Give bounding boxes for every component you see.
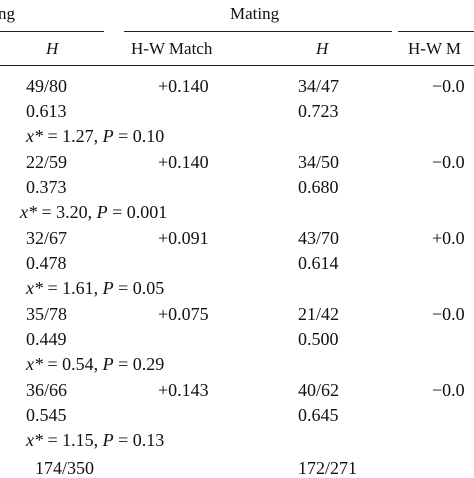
cell-h-decimal-1: 0.613 [26,101,67,121]
cell-hw-match-2: +0.0 [432,228,465,248]
total-h-1: 174/350 [35,458,95,478]
cell-h-fraction-1: 22/59 [26,152,68,172]
cell-h-fraction-1: 35/78 [26,304,68,324]
p-value: = 0.10 [113,126,165,146]
chi-symbol: x* [20,202,37,222]
cell-h-decimal-1: 0.478 [26,253,67,273]
header-group-title: Mating [230,4,280,23]
chi-symbol: x* [26,430,43,450]
cell-h-decimal-2: 0.500 [298,329,339,349]
col-header-h-2: H [316,39,329,58]
chi-value: = 3.20, [37,202,97,222]
cell-h-fraction-2: 43/70 [298,228,340,248]
chi-symbol: x* [26,354,43,374]
cell-h-decimal-1: 0.449 [26,329,67,349]
p-symbol: P [102,278,114,298]
cell-hw-match-1: +0.143 [158,380,209,400]
cell-test-statistic: x* = 1.15, P = 0.13 [26,431,164,449]
col-header-hw-match-1: H-W Match [131,39,213,58]
chi-value: = 1.61, [43,278,103,298]
p-value: = 0.29 [113,354,165,374]
cell-h-decimal-2: 0.680 [298,177,339,197]
col-header-h-1: H [46,39,59,58]
cell-hw-match-1: +0.140 [158,152,209,172]
p-symbol: P [96,202,108,222]
cell-hw-match-2: −0.0 [432,76,465,96]
cell-h-decimal-1: 0.373 [26,177,67,197]
cell-h-decimal-1: 0.545 [26,405,67,425]
cell-hw-match-2: −0.0 [432,152,465,172]
p-value: = 0.05 [113,278,165,298]
cell-hw-match-1: +0.140 [158,76,209,96]
cell-test-statistic: x* = 3.20, P = 0.001 [20,203,167,221]
chi-symbol: x* [26,126,43,146]
rule-far-right-group [398,31,474,32]
p-symbol: P [102,354,114,374]
p-value: = 0.001 [107,202,168,222]
cell-h-fraction-2: 40/62 [298,380,340,400]
total-h-2: 172/271 [298,458,358,478]
cell-test-statistic: x* = 0.54, P = 0.29 [26,355,164,373]
rule-right-group [124,31,392,32]
cell-h-fraction-1: 32/67 [26,228,68,248]
cell-h-fraction-2: 21/42 [298,304,340,324]
rule-header-bottom [0,65,474,66]
cell-test-statistic: x* = 1.27, P = 0.10 [26,127,164,145]
cell-h-fraction-1: 36/66 [26,380,68,400]
cell-h-fraction-1: 49/80 [26,76,68,96]
header-left-fragment: ng [0,4,15,23]
cell-test-statistic: x* = 1.61, P = 0.05 [26,279,164,297]
p-symbol: P [102,430,114,450]
cell-h-decimal-2: 0.645 [298,405,339,425]
p-symbol: P [102,126,114,146]
chi-value: = 1.27, [43,126,103,146]
col-header-hw-match-2: H-W M [408,39,462,58]
chi-value: = 0.54, [43,354,103,374]
chi-value: = 1.15, [43,430,103,450]
cell-h-decimal-2: 0.614 [298,253,339,273]
cell-hw-match-1: +0.075 [158,304,209,324]
cell-hw-match-2: −0.0 [432,304,465,324]
cell-hw-match-1: +0.091 [158,228,209,248]
cell-h-decimal-2: 0.723 [298,101,339,121]
p-value: = 0.13 [113,430,165,450]
cell-h-fraction-2: 34/47 [298,76,340,96]
cell-hw-match-2: −0.0 [432,380,465,400]
rule-left-group [0,31,104,32]
cell-h-fraction-2: 34/50 [298,152,340,172]
chi-symbol: x* [26,278,43,298]
